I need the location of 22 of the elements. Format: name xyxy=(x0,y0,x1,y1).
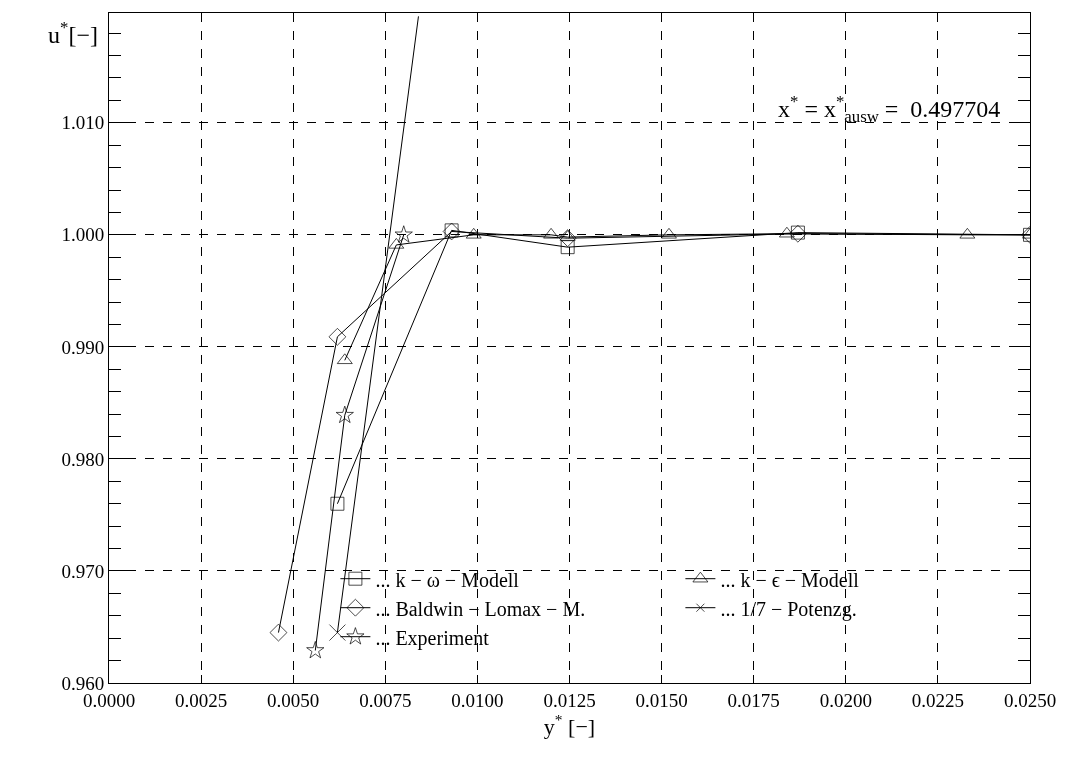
legend-label: ... 1/7 − Potenzg. xyxy=(720,597,857,621)
x-tick-label: 0.0175 xyxy=(727,689,780,711)
x-tick-label: 0.0250 xyxy=(1003,689,1057,711)
x-tick-label: 0.0025 xyxy=(174,689,228,711)
x-tick-label: 0.0150 xyxy=(635,689,688,711)
x-tick-label: 0.0075 xyxy=(359,689,412,711)
legend-label: ... Experiment xyxy=(375,626,490,650)
y-tick-label: 0.990 xyxy=(61,336,105,358)
y-tick-label: 1.010 xyxy=(61,112,105,134)
x-tick-label: 0.0200 xyxy=(819,689,872,711)
x-tick-label: 0.0100 xyxy=(451,689,504,711)
legend-label: ... k − ω − Modell xyxy=(375,568,520,591)
x-axis-title: y$^{*}$ [−] xyxy=(543,710,596,740)
y-tick-label: 0.980 xyxy=(61,448,105,470)
annotation: x$^{*}$ = x$^{*}$$_{ausw}$ = 0.497704 xyxy=(778,92,1001,127)
y-tick-label: 1.000 xyxy=(61,224,105,246)
legend-label: ... k − ϵ − Modell xyxy=(720,568,860,591)
y-tick-label: 0.970 xyxy=(61,560,105,582)
x-tick-label: 0.0050 xyxy=(267,689,320,711)
x-tick-label: 0.0225 xyxy=(911,689,965,711)
y-axis-title: u$^{*}$[−] xyxy=(48,18,98,49)
x-tick-label: 0.0125 xyxy=(543,689,596,711)
